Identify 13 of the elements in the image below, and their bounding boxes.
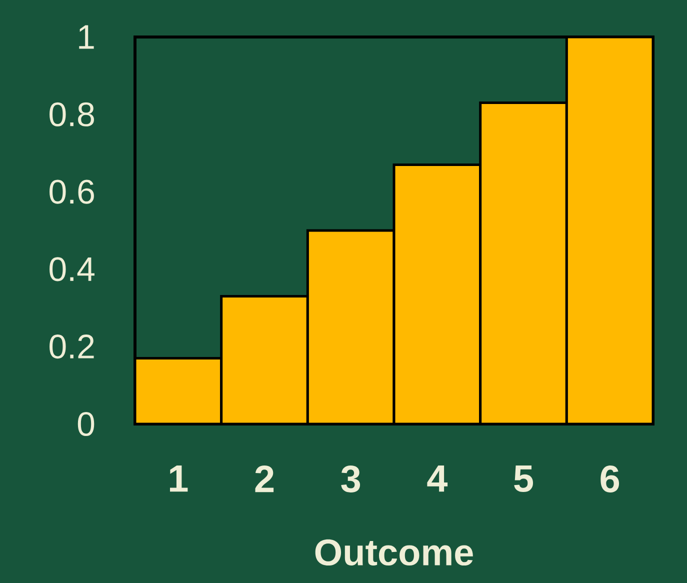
y-tick-label: 1 [79, 25, 94, 49]
y-tick-label: 0.6 [50, 180, 94, 204]
x-tick-label: 2 [255, 466, 274, 492]
y-tick-label: 0.8 [50, 102, 94, 126]
x-tick-label: 4 [427, 466, 448, 492]
x-axis-title: Outcome [315, 539, 473, 566]
y-tick-label: 0.4 [50, 257, 94, 282]
y-tick-label: 0.2 [50, 334, 94, 359]
y-tick-label: 0 [78, 412, 94, 436]
x-tick-label: 5 [514, 466, 534, 492]
x-tick-label: 3 [341, 466, 360, 492]
x-tick-label: 6 [600, 466, 620, 492]
x-tick-label: 1 [170, 466, 188, 492]
